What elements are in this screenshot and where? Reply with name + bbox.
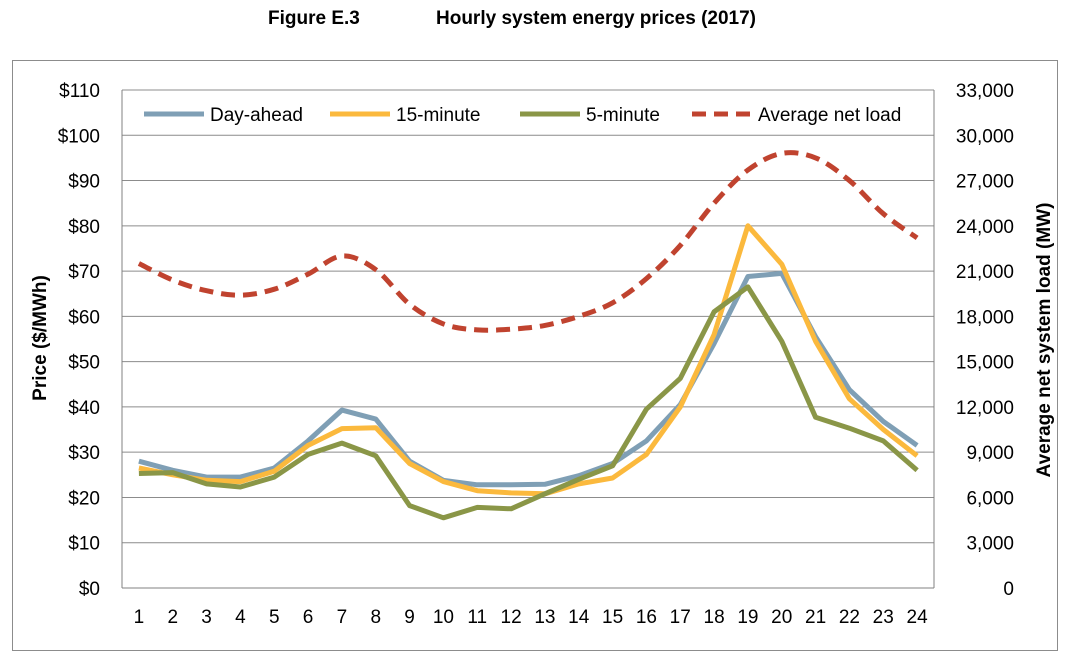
y-tick-label: $80 <box>68 217 100 238</box>
x-tick-label: 20 <box>771 607 792 628</box>
y2-tick-label: 9,000 <box>966 443 1014 464</box>
x-tick-label: 2 <box>167 607 178 628</box>
x-tick-label: 1 <box>134 607 145 628</box>
x-tick-label: 17 <box>670 607 691 628</box>
x-tick-label: 13 <box>534 607 555 628</box>
y2-tick-label: 15,000 <box>956 353 1014 374</box>
y2-tick-label: 27,000 <box>956 172 1014 193</box>
x-tick-label: 15 <box>602 607 623 628</box>
y-tick-label: $50 <box>68 353 100 374</box>
x-tick-label: 4 <box>235 607 246 628</box>
y-tick-label: $60 <box>68 307 100 328</box>
figure-title: Hourly system energy prices (2017) <box>436 8 756 29</box>
y2-tick-label: 0 <box>1003 579 1014 600</box>
y2-tick-label: 18,000 <box>956 307 1014 328</box>
x-tick-label: 10 <box>433 607 454 628</box>
y-tick-label: $20 <box>68 488 100 509</box>
y2-tick-label: 21,000 <box>956 262 1014 283</box>
y2-tick-label: 12,000 <box>956 398 1014 419</box>
series-line-15-minute <box>138 223 919 497</box>
x-tick-label: 18 <box>704 607 725 628</box>
grid-lines <box>121 89 935 589</box>
legend-label: 5-minute <box>586 105 660 126</box>
y2-axis-ticks: 0 3,000 6,000 9,000 12,000 15,000 18,000 21,000… <box>956 81 1014 600</box>
y-tick-label: $100 <box>58 126 100 147</box>
x-tick-label: 14 <box>568 607 590 628</box>
figure-heading: Figure E.3 Hourly system energy prices (… <box>0 8 1070 34</box>
y2-tick-label: 6,000 <box>966 488 1014 509</box>
x-tick-label: 7 <box>337 607 348 628</box>
legend: Day-ahead 15-minute 5-minute Average net lo… <box>144 105 901 126</box>
legend-label: Day-ahead <box>210 105 303 126</box>
x-tick-label: 11 <box>467 607 487 628</box>
y-axis-title: Price ($/MWh) <box>30 275 51 401</box>
y-tick-label: $0 <box>79 579 100 600</box>
y2-tick-label: 30,000 <box>956 126 1014 147</box>
figure-number: Figure E.3 <box>268 8 360 29</box>
legend-label: 15-minute <box>396 105 481 126</box>
x-tick-label: 6 <box>303 607 314 628</box>
x-tick-label: 9 <box>404 607 415 628</box>
y-tick-label: $70 <box>68 262 100 283</box>
y-tick-label: $10 <box>68 534 100 555</box>
y2-tick-label: 33,000 <box>956 81 1014 102</box>
y2-axis-title: Average net system load (MW) <box>1034 203 1055 478</box>
chart-frame <box>12 60 1058 651</box>
y-tick-label: $40 <box>68 398 100 419</box>
x-tick-label: 12 <box>501 607 522 628</box>
series-line-average-net-load <box>137 150 919 333</box>
y-tick-label: $90 <box>68 172 100 193</box>
x-tick-label: 3 <box>201 607 212 628</box>
x-tick-label: 16 <box>636 607 657 628</box>
y-axis-ticks: $0 $10 $20 $30 $40 $50 $60 $70 $80 $90 $100 $110 <box>58 81 100 600</box>
x-tick-label: 24 <box>907 607 929 628</box>
series-line-5-minute <box>138 284 919 521</box>
y2-tick-label: 3,000 <box>966 534 1014 555</box>
x-axis-ticks: 1 2 3 4 5 6 7 8 9 10 11 12 13 14 15 16 17 18 19 20 21 22 23 24 <box>134 607 928 628</box>
x-tick-label: 8 <box>370 607 381 628</box>
x-tick-label: 21 <box>805 607 826 628</box>
x-tick-label: 22 <box>839 607 860 628</box>
y-tick-label: $110 <box>59 81 100 102</box>
x-tick-label: 5 <box>269 607 280 628</box>
y2-tick-label: 24,000 <box>956 217 1014 238</box>
x-tick-label: 23 <box>873 607 894 628</box>
y-tick-label: $30 <box>68 443 100 464</box>
legend-label: Average net load <box>758 105 901 126</box>
series-lines <box>137 150 919 521</box>
x-tick-label: 19 <box>737 607 758 628</box>
series-line-day-ahead <box>138 270 919 488</box>
